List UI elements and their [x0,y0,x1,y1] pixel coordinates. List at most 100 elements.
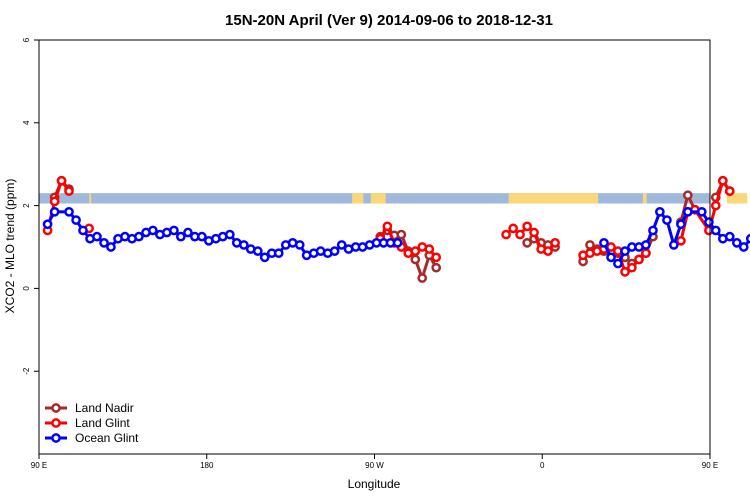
legend-swatch-marker [51,433,61,443]
data-point [417,273,428,283]
legend-swatch-marker [51,418,61,428]
plot-area [39,175,750,283]
data-point [606,252,616,263]
data-point [613,258,623,269]
data-point [49,196,60,207]
data-point [64,206,74,217]
land-band-segment [508,193,599,204]
chart-title: 15N-20N April (Ver 9) 2014-09-06 to 2018… [225,12,553,29]
x-tick-label: 90 E [702,461,718,470]
data-point [49,206,60,217]
series-ocean-glint [42,206,750,269]
data-point [56,175,67,186]
data-point [294,240,305,250]
legend-swatch-marker [51,403,61,413]
legend-label: Land Glint [75,416,130,430]
data-point [731,238,742,248]
legend-item: Land Nadir [45,401,134,415]
data-point [501,229,511,240]
data-point [106,242,116,252]
data-point [682,206,693,217]
data-point [522,238,533,248]
data-point [431,262,442,273]
legend-item: Ocean Glint [45,431,139,445]
y-tick-label: 0 [22,286,31,291]
data-point [197,231,207,242]
land-band-segment [726,193,748,204]
data-point [424,244,435,254]
data-point [543,246,553,256]
y-axis-label: XCO2 - MLO trend (ppm) [3,179,17,314]
y-tick-label: 2 [22,203,31,208]
y-tick-label: 4 [22,120,31,125]
data-point [710,200,721,211]
data-point [92,231,102,242]
data-point [134,231,144,242]
data-point [550,238,560,248]
data-point [431,252,442,263]
data-point [710,225,721,236]
x-tick-label: 0 [540,461,545,470]
data-point [273,248,284,259]
data-point [508,223,519,234]
legend-item: Land Glint [45,416,130,430]
data-point [704,217,714,228]
data-point [259,252,270,263]
legend-label: Ocean Glint [75,431,139,445]
data-point [175,231,186,242]
data-point [641,240,651,250]
data-point [252,246,263,256]
data-point [724,186,735,196]
data-point [382,221,393,232]
x-tick-label: 90 E [31,461,47,470]
data-point [738,242,749,252]
data-point [329,246,340,256]
data-point [169,225,179,236]
data-point [225,229,235,240]
data-point [718,175,728,186]
data-point [396,229,407,240]
data-point [529,227,539,238]
data-point [64,186,74,196]
data-point [676,219,686,230]
land-band-segment [352,193,364,204]
data-point [515,229,525,240]
data-point [42,219,53,230]
data-point [668,240,679,250]
land-band-segment [370,193,386,204]
data-point [676,235,686,246]
data-point [724,231,735,242]
data-point [682,190,693,201]
data-point [620,266,630,277]
data-point [634,254,644,265]
y-tick-label: 6 [22,37,31,42]
data-point [745,233,750,244]
data-point [696,206,707,217]
data-point [641,248,651,259]
data-point [410,246,421,256]
land-band-segment [89,193,92,204]
data-point [148,225,158,236]
data-point [655,206,665,217]
y-tick-label: -2 [22,367,31,375]
data-point [599,238,609,248]
x-tick-label: 180 [200,461,214,470]
data-point [238,240,249,250]
x-tick-label: 90 W [365,461,384,470]
data-point [627,262,637,273]
data-point [78,225,88,236]
data-point [620,246,630,256]
axes: 90 E 180 90 W 0 90 E -2 0 2 4 6 [22,37,718,470]
data-point [410,254,421,265]
data-point [336,240,347,250]
data-point [71,215,81,225]
data-point [662,215,672,225]
x-axis-label: Longitude [348,477,401,491]
legend-label: Land Nadir [75,401,134,415]
land-band-segment [642,193,647,204]
data-point [99,238,109,248]
data-point [392,238,403,248]
data-point [648,225,658,236]
